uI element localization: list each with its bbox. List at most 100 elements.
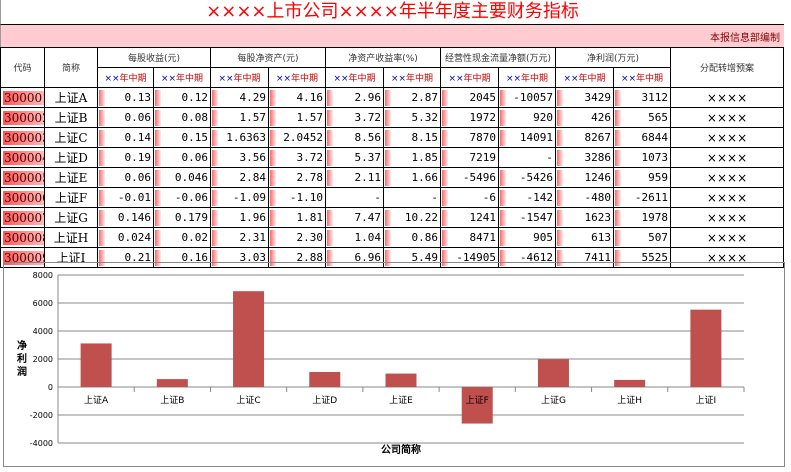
value-cell: 7870 — [440, 127, 500, 148]
data-bar — [557, 250, 564, 266]
data-bar — [270, 110, 276, 126]
value-cell: 6844 — [613, 127, 672, 148]
data-bar — [327, 210, 333, 226]
value-cell: 0.86 — [382, 227, 442, 248]
data-bar — [615, 130, 622, 146]
data-bar — [557, 130, 564, 146]
data-bar — [270, 130, 276, 146]
value-cell: 2.31 — [210, 227, 269, 248]
value-cell: 7.47 — [325, 207, 384, 228]
data-bar — [327, 150, 333, 166]
value-cell: 1073 — [613, 147, 672, 168]
data-bar — [155, 210, 161, 226]
table-row: 300004上证D0.190.063.563.725.371.857219-32… — [0, 147, 785, 168]
table-row: 300005上证E0.060.0462.842.782.111.66-5496-… — [0, 167, 785, 188]
bar — [537, 359, 569, 387]
data-bar — [442, 90, 449, 106]
value-cell: 1.6363 — [210, 127, 269, 148]
data-bar — [212, 130, 218, 146]
value-cell: -1547 — [498, 207, 557, 228]
bar — [309, 371, 341, 387]
y-axis-label: 净利润 — [17, 339, 27, 378]
value-cell: 3429 — [555, 87, 615, 108]
data-bar — [500, 90, 507, 106]
value-cell: -2611 — [613, 187, 672, 208]
table-row: 300006上证F-0.01-0.06-1.09-1.10---6-142-48… — [0, 187, 785, 208]
value-cell: 2045 — [440, 87, 500, 108]
bar — [80, 343, 112, 387]
value-cell: 1.57 — [268, 107, 326, 128]
value-cell: 0.08 — [153, 107, 211, 128]
value-cell: 565 — [613, 107, 672, 128]
value-cell: 1.66 — [382, 167, 442, 188]
value-cell: 2.87 — [382, 87, 442, 108]
data-bar — [327, 130, 333, 146]
value-cell: 507 — [613, 227, 672, 248]
value-cell: 8.56 — [325, 127, 384, 148]
y-tick-label: 4000 — [33, 327, 53, 336]
x-tick-label: 上证A — [84, 395, 109, 406]
value-cell: 1.85 — [382, 147, 442, 168]
data-bar — [442, 250, 449, 266]
value-cell: 2.96 — [325, 87, 384, 108]
code-cell: 300001 — [0, 87, 45, 108]
code-cell: 300005 — [0, 167, 45, 188]
data-bar — [557, 150, 564, 166]
table-row: 300007上证G0.1460.1791.961.817.4710.221241… — [0, 207, 785, 228]
value-cell: 4.29 — [210, 87, 269, 108]
bar — [461, 387, 493, 424]
bar — [233, 291, 265, 387]
name-cell: 上证F — [44, 187, 98, 208]
value-cell: 0.06 — [97, 107, 154, 128]
data-bar — [99, 170, 105, 186]
code-cell: 300002 — [0, 107, 45, 128]
header-period: ××年中期 — [268, 67, 326, 88]
value-cell: 8.15 — [382, 127, 442, 148]
financial-table: 代码 简称 每股收益(元) 每股净资产(元) 净资产收益率(%) 经营性现金流量净额(万元… — [0, 47, 785, 268]
header-group: 净资产收益率(%) — [324, 47, 442, 68]
data-bar — [99, 250, 105, 266]
header-period: ××年中期 — [97, 67, 154, 88]
y-tick-label: 0 — [48, 383, 53, 392]
data-bar — [500, 190, 507, 206]
value-cell: -0.06 — [153, 187, 211, 208]
data-bar — [500, 130, 507, 146]
value-cell: 0.046 — [153, 167, 211, 188]
distribution-cell: ×××× — [670, 87, 785, 108]
data-bar — [99, 130, 105, 146]
table-row: 300003上证C0.140.151.63632.04528.568.15787… — [0, 127, 785, 148]
x-tick-label: 上证I — [696, 395, 717, 406]
distribution-cell: ×××× — [670, 227, 785, 248]
value-cell: -5496 — [440, 167, 500, 188]
value-cell: 0.024 — [97, 227, 154, 248]
value-cell: -1.10 — [268, 187, 326, 208]
value-cell: 2.11 — [325, 167, 384, 188]
data-bar — [270, 190, 276, 206]
value-cell: 1.04 — [325, 227, 384, 248]
data-bar — [615, 110, 622, 126]
data-bar — [155, 130, 161, 146]
report-title: ××××上市公司××××年半年度主要财务指标 — [0, 0, 784, 24]
y-tick-label: -4000 — [30, 439, 53, 448]
code-cell: 300003 — [0, 127, 45, 148]
code-cell: 300006 — [0, 187, 45, 208]
data-bar — [99, 150, 105, 166]
data-bar — [557, 110, 564, 126]
table-row: 300008上证H0.0240.022.312.301.040.86847190… — [0, 227, 785, 248]
data-bar — [327, 110, 333, 126]
value-cell: 0.06 — [97, 167, 154, 188]
value-cell: 959 — [613, 167, 672, 188]
data-bar — [442, 230, 449, 246]
data-bar — [385, 150, 391, 166]
value-cell: -1.09 — [210, 187, 269, 208]
data-bar — [212, 230, 218, 246]
distribution-cell: ×××× — [670, 147, 785, 168]
y-tick-label: 6000 — [33, 299, 53, 308]
value-cell: 14091 — [498, 127, 557, 148]
data-bar — [442, 150, 449, 166]
data-bar — [327, 230, 333, 246]
value-cell: 0.12 — [153, 87, 211, 108]
value-cell: 1972 — [440, 107, 500, 128]
data-bar — [615, 250, 622, 266]
header-group: 经营性现金流量净额(万元) — [440, 47, 557, 68]
